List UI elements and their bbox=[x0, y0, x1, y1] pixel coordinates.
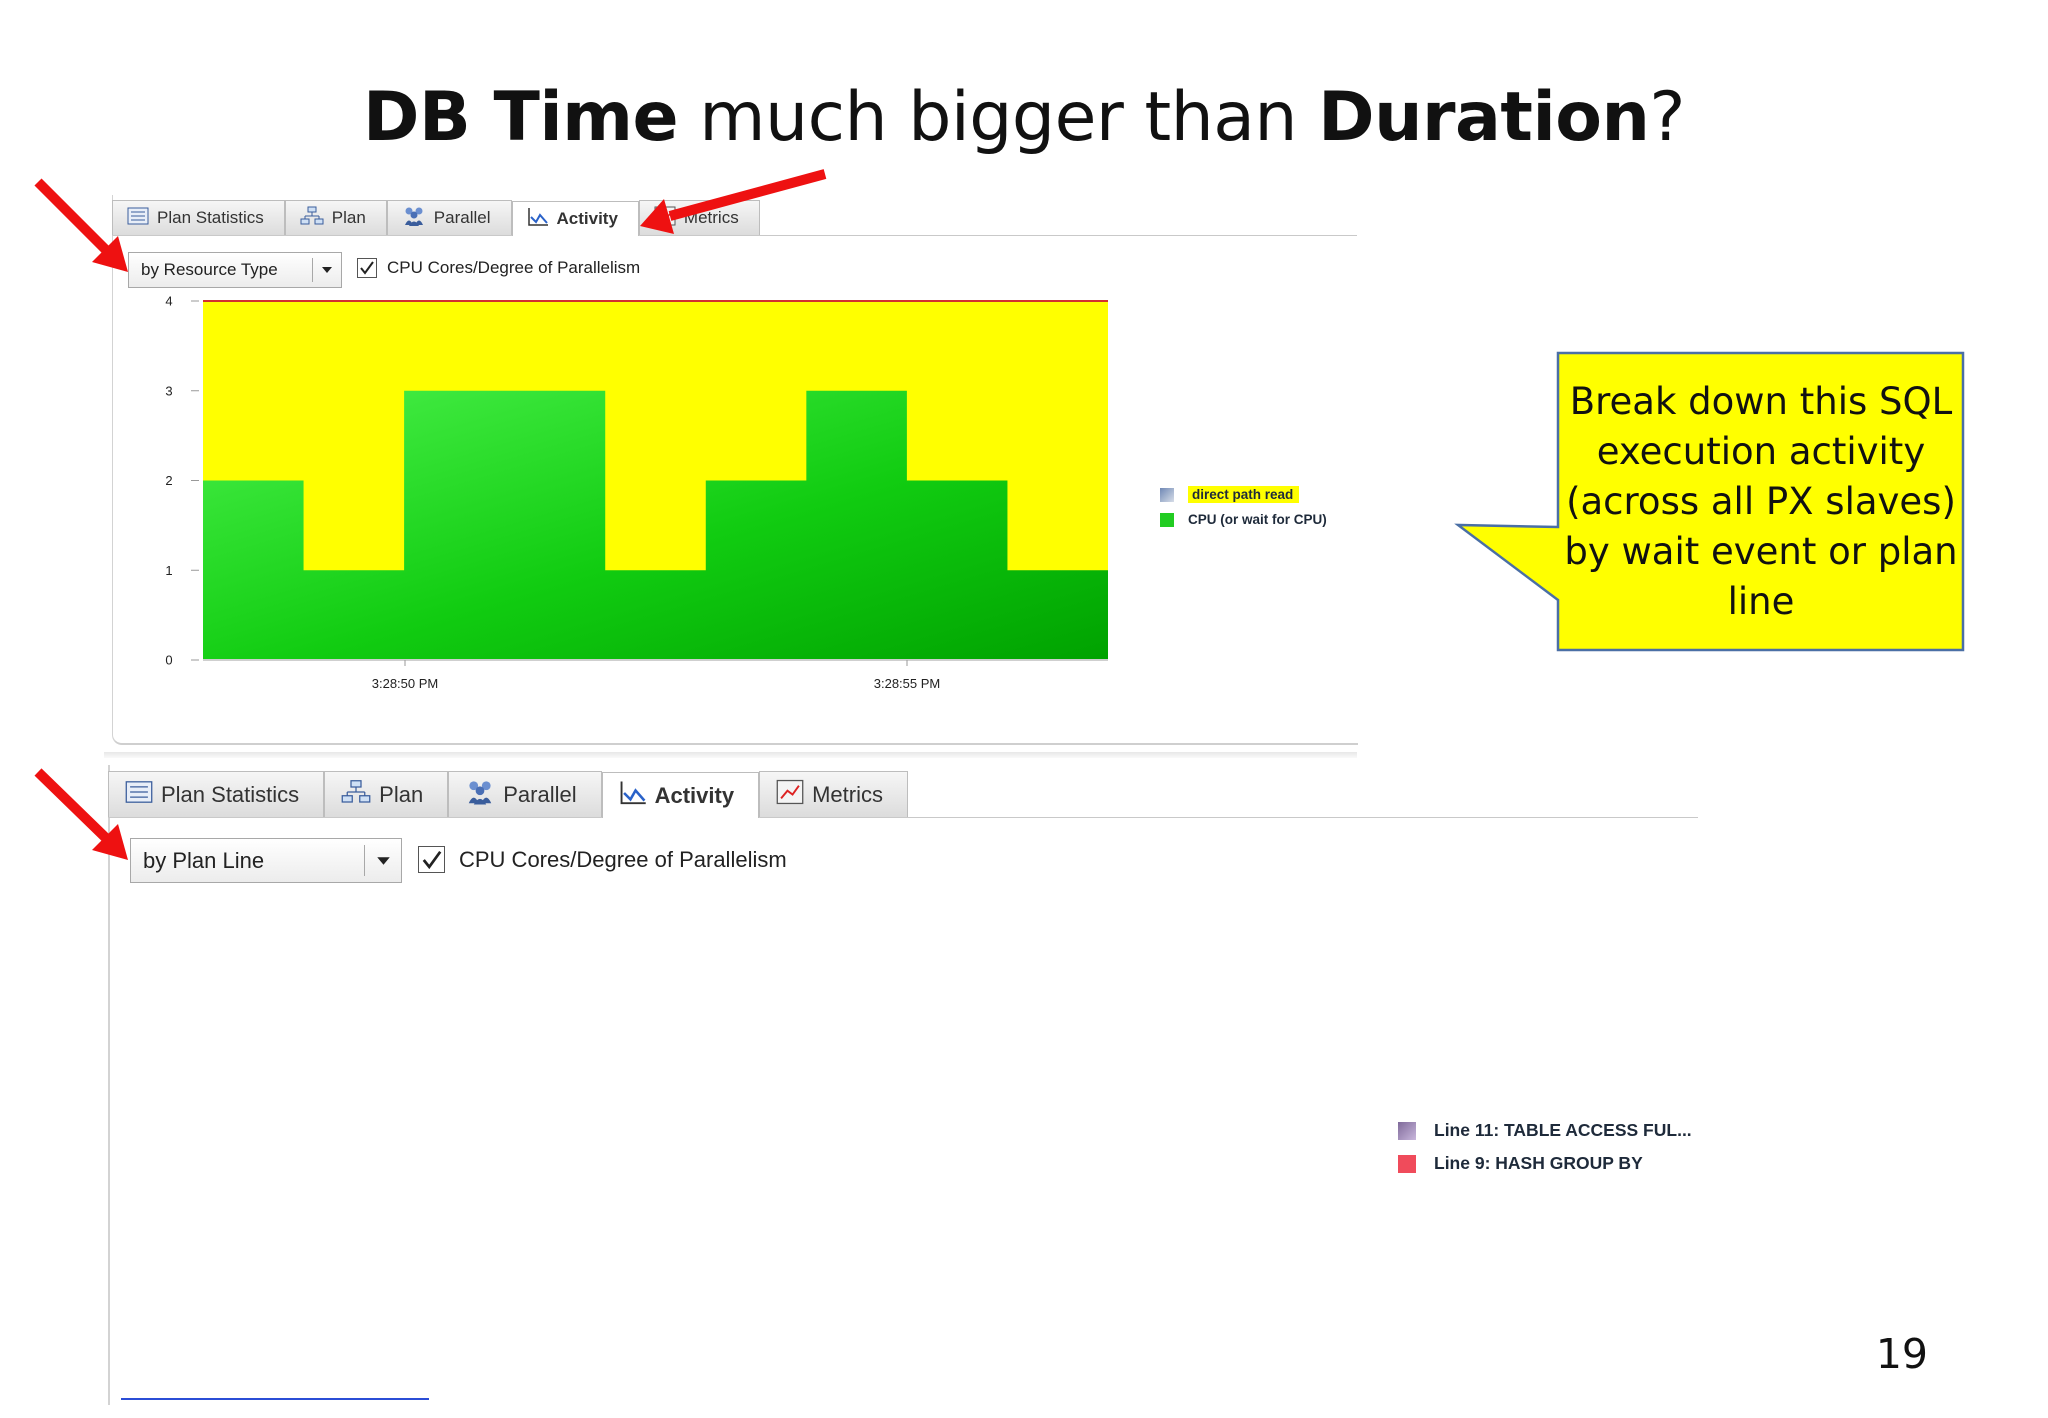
plan-statistics-icon bbox=[125, 780, 153, 810]
slide-title: DB Time much bigger than Duration? bbox=[0, 78, 2048, 157]
legend-top: direct path read CPU (or wait for CPU) bbox=[1160, 482, 1327, 532]
plan-statistics-icon bbox=[127, 207, 149, 230]
group-by-value: by Plan Line bbox=[143, 847, 265, 873]
tab-label: Metrics bbox=[812, 781, 883, 807]
callout-text: Break down this SQL execution activity (… bbox=[1564, 379, 1958, 623]
legend-label: Line 11: TABLE ACCESS FUL... bbox=[1434, 1120, 1692, 1140]
tab-label: Plan bbox=[331, 208, 366, 227]
tab-plan[interactable]: Plan bbox=[324, 771, 449, 817]
parallel-people-icon bbox=[465, 779, 495, 811]
tab-label: Metrics bbox=[683, 208, 739, 227]
parallel-people-icon bbox=[402, 206, 426, 231]
cpu-cores-checkbox-row: CPU Cores/Degree of Parallelism bbox=[357, 258, 640, 278]
tab-activity[interactable]: Activity bbox=[601, 772, 760, 818]
tab-bar-top: Plan Statistics Plan Parallel Activity M… bbox=[112, 200, 1357, 236]
legend-item-cpu: CPU (or wait for CPU) bbox=[1160, 507, 1327, 532]
tab-plan-statistics[interactable]: Plan Statistics bbox=[108, 771, 325, 817]
cpu-cores-checkbox[interactable] bbox=[357, 258, 377, 278]
tab-parallel[interactable]: Parallel bbox=[448, 771, 602, 817]
legend-item-line-11: Line 11: TABLE ACCESS FUL... bbox=[1398, 1114, 1692, 1147]
group-by-select[interactable]: by Resource Type bbox=[128, 252, 342, 288]
tab-label: Parallel bbox=[433, 208, 491, 227]
tab-label: Plan Statistics bbox=[161, 781, 300, 807]
tab-label: Activity bbox=[556, 209, 618, 228]
legend-swatch bbox=[1398, 1154, 1416, 1173]
tab-bar-bottom: Plan Statistics Plan Parallel Activity M… bbox=[108, 771, 1698, 818]
tab-metrics[interactable]: Metrics bbox=[759, 771, 908, 817]
legend-label: direct path read bbox=[1188, 486, 1300, 503]
cpu-cores-checkbox-row: CPU Cores/Degree of Parallelism bbox=[418, 846, 787, 873]
tab-plan[interactable]: Plan bbox=[284, 200, 387, 235]
tab-label: Activity bbox=[654, 782, 735, 808]
title-bold-db-time: DB Time bbox=[363, 78, 679, 157]
metrics-icon bbox=[776, 779, 804, 811]
legend-bottom: Line 11: TABLE ACCESS FUL... Line 9: HAS… bbox=[1398, 1114, 1692, 1180]
panel-divider bbox=[104, 752, 1357, 758]
group-by-select[interactable]: by Plan Line bbox=[130, 838, 402, 883]
activity-chart-icon bbox=[619, 780, 647, 812]
plan-tree-icon bbox=[300, 206, 324, 231]
legend-item-direct-path-read: direct path read bbox=[1160, 482, 1327, 507]
tab-metrics[interactable]: Metrics bbox=[638, 200, 760, 235]
legend-swatch bbox=[1398, 1121, 1416, 1140]
chevron-down-icon[interactable] bbox=[312, 258, 341, 282]
cpu-cores-checkbox[interactable] bbox=[418, 846, 445, 873]
legend-swatch bbox=[1160, 512, 1174, 527]
metrics-icon bbox=[654, 206, 676, 231]
group-by-value: by Resource Type bbox=[141, 260, 278, 279]
hyperlink-underline[interactable] bbox=[121, 1398, 429, 1400]
tab-label: Plan Statistics bbox=[157, 208, 264, 227]
tab-activity[interactable]: Activity bbox=[511, 201, 639, 236]
tab-parallel[interactable]: Parallel bbox=[386, 200, 512, 235]
checkbox-label: CPU Cores/Degree of Parallelism bbox=[459, 846, 787, 872]
chevron-down-icon[interactable] bbox=[364, 845, 401, 876]
title-bold-duration: Duration bbox=[1318, 78, 1650, 157]
plan-tree-icon bbox=[341, 779, 371, 811]
legend-label: CPU (or wait for CPU) bbox=[1188, 512, 1327, 527]
page-number: 19 bbox=[1875, 1330, 1928, 1378]
legend-item-line-9: Line 9: HASH GROUP BY bbox=[1398, 1147, 1692, 1180]
title-end: ? bbox=[1649, 78, 1685, 157]
activity-chart-icon bbox=[527, 207, 549, 232]
title-middle: much bigger than bbox=[678, 78, 1319, 157]
checkbox-label: CPU Cores/Degree of Parallelism bbox=[387, 258, 641, 277]
legend-label: Line 9: HASH GROUP BY bbox=[1434, 1153, 1643, 1173]
tab-plan-statistics[interactable]: Plan Statistics bbox=[112, 200, 285, 235]
tab-label: Plan bbox=[379, 781, 424, 807]
tab-label: Parallel bbox=[503, 781, 577, 807]
legend-swatch bbox=[1160, 487, 1174, 502]
